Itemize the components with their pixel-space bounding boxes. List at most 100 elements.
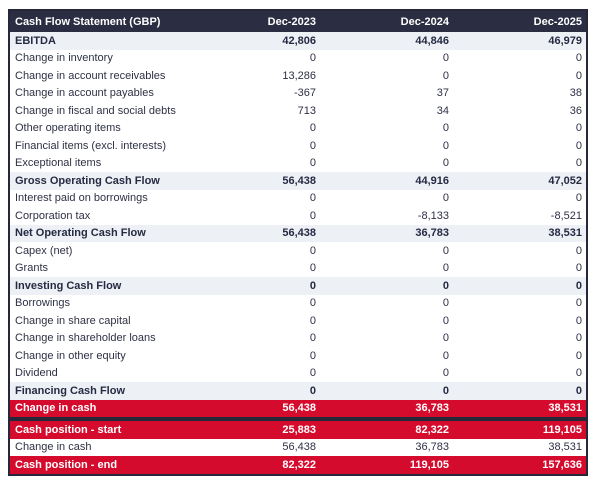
row-label: Change in share capital [15,314,131,327]
cell-value: 46,979 [548,34,582,47]
table-row: Change in account receivables 13,286 0 0 [10,67,586,85]
table-row: Change in inventory 0 0 0 [10,49,586,67]
cell-value: 0 [575,244,582,257]
cell-value: 0 [309,209,316,222]
table-row: EBITDA 42,806 44,846 46,979 [10,32,586,50]
cell-value: 38,531 [548,402,582,415]
cell-value: -8,521 [550,209,582,222]
table-row: Cash position - start 25,883 82,322 119,105 [10,421,586,439]
cell-value: 0 [575,332,582,345]
cash-flow-table: Cash Flow Statement (GBP) Dec-2023 Dec-20… [8,9,588,419]
cell-value: 0 [442,297,449,310]
cell-value: 42,806 [282,34,316,47]
cell-value: 0 [309,349,316,362]
table-row: Change in cash 56,438 36,783 38,531 [10,438,586,456]
cell-value: 0 [442,122,449,135]
cell-value: 0 [442,52,449,65]
row-label: Financing Cash Flow [15,384,126,397]
cell-value: 56,438 [282,402,316,415]
cell-value: 0 [575,122,582,135]
cell-value: 713 [297,104,316,117]
row-label: Change in fiscal and social debts [15,104,176,117]
cell-value: 0 [442,157,449,170]
cell-value: 0 [442,279,449,292]
cell-value: 0 [309,244,316,257]
table-header-row: Cash Flow Statement (GBP) Dec-2023 Dec-20… [10,11,586,32]
cell-value: 0 [575,69,582,82]
row-label: Other operating items [15,122,121,135]
cell-value: 0 [575,52,582,65]
table-row: Net Operating Cash Flow 56,438 36,783 38,53… [10,224,586,242]
cell-value: 0 [575,297,582,310]
cell-value: 0 [575,314,582,327]
table-row: Cash position - end 82,322 119,105 157,636 [10,456,586,474]
row-label: Change in shareholder loans [15,332,156,345]
cell-value: 0 [309,52,316,65]
cell-value: 157,636 [542,458,582,471]
cell-value: 0 [309,297,316,310]
cell-value: 44,916 [415,174,449,187]
cell-value: 0 [309,279,316,292]
cell-value: 0 [575,367,582,380]
row-label: EBITDA [15,34,56,47]
table-row: Financial items (excl. interests) 0 0 0 [10,137,586,155]
row-label: Change in account payables [15,87,154,100]
cell-value: 0 [442,384,449,397]
row-label: Exceptional items [15,157,102,170]
cell-value: 0 [309,384,316,397]
cell-value: 0 [442,349,449,362]
row-label: Change in other equity [15,349,126,362]
table-row: Change in share capital 0 0 0 [10,312,586,330]
cell-value: 82,322 [415,423,449,436]
cell-value: 0 [442,244,449,257]
row-label: Net Operating Cash Flow [15,227,146,240]
row-label: Investing Cash Flow [15,279,122,292]
table-row: Capex (net) 0 0 0 [10,242,586,260]
table-row: Other operating items 0 0 0 [10,119,586,137]
cell-value: 0 [309,332,316,345]
table-row: Interest paid on borrowings 0 0 0 [10,189,586,207]
table-row: Corporation tax 0 -8,133 -8,521 [10,207,586,225]
row-label: Change in account receivables [15,69,166,82]
table-row: Change in other equity 0 0 0 [10,347,586,365]
table-row: Financing Cash Flow 0 0 0 [10,382,586,400]
row-label: Change in inventory [15,52,113,65]
cell-value: -8,133 [417,209,449,222]
cell-value: 0 [442,367,449,380]
column-header: Dec-2025 [533,15,582,28]
table-row: Change in fiscal and social debts 713 34 36 [10,102,586,120]
table-row: Investing Cash Flow 0 0 0 [10,277,586,295]
cell-value: 36,783 [415,441,449,454]
cell-value: 38,531 [548,441,582,454]
cell-value: 82,322 [282,458,316,471]
cell-value: 0 [575,192,582,205]
cell-value: 119,105 [542,423,582,436]
cell-value: 0 [442,332,449,345]
cell-value: 0 [575,349,582,362]
cell-value: 38 [569,87,582,100]
row-label: Gross Operating Cash Flow [15,174,160,187]
table-row: Borrowings 0 0 0 [10,294,586,312]
cell-value: 36,783 [415,402,449,415]
cell-value: 44,846 [415,34,449,47]
cell-value: 0 [309,122,316,135]
row-label: Corporation tax [15,209,91,222]
row-label: Change in cash [15,441,92,454]
row-label: Cash position - end [15,458,118,471]
row-label: Cash position - start [15,423,122,436]
cell-value: 0 [442,314,449,327]
cell-value: 34 [436,104,449,117]
table-row: Change in account payables -367 37 38 [10,84,586,102]
table-title: Cash Flow Statement (GBP) [15,15,161,28]
row-label: Dividend [15,367,58,380]
cell-value: 119,105 [409,458,449,471]
cell-value: 0 [575,139,582,152]
cell-value: 0 [575,157,582,170]
table-row: Change in cash 56,438 36,783 38,531 [10,399,586,417]
cell-value: 0 [442,139,449,152]
cell-value: 13,286 [282,69,316,82]
cell-value: 0 [575,384,582,397]
cell-value: 56,438 [282,441,316,454]
cell-value: -367 [293,87,316,100]
